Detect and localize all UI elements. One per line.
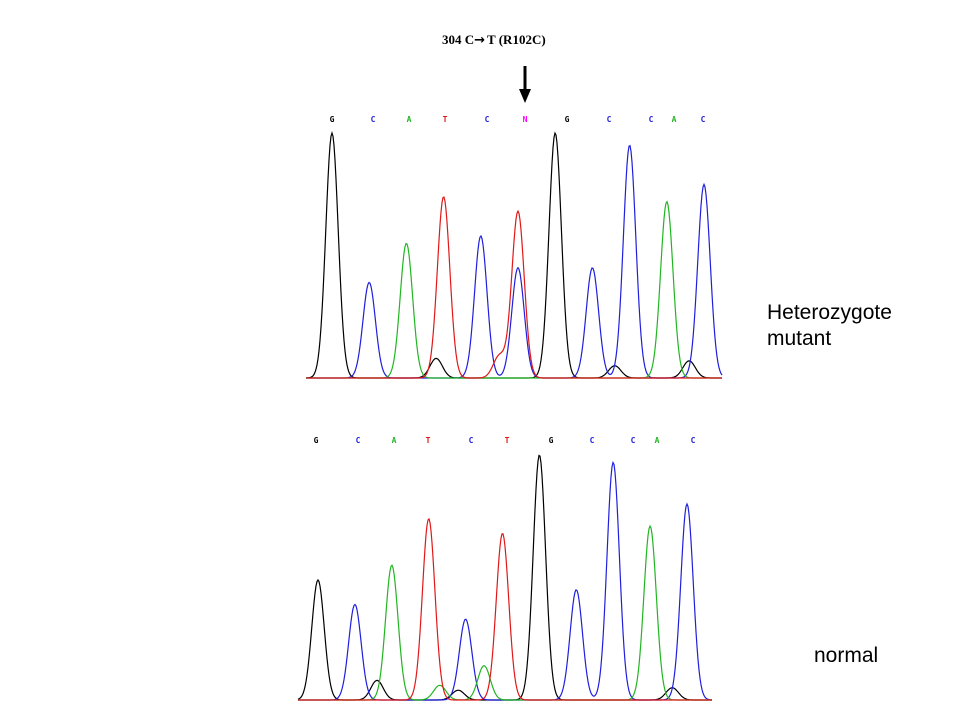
base-call-letter: C bbox=[649, 115, 654, 124]
base-call-letter: C bbox=[607, 115, 612, 124]
base-call-letter: A bbox=[392, 436, 397, 445]
trace-C bbox=[298, 460, 712, 701]
base-call-letter: T bbox=[505, 436, 510, 445]
base-call-letter: A bbox=[655, 436, 660, 445]
trace-G bbox=[297, 454, 712, 701]
base-call-letter: C bbox=[485, 115, 490, 124]
trace-T bbox=[298, 517, 712, 701]
base-call-letter: G bbox=[330, 115, 335, 124]
base-call-letter: C bbox=[691, 436, 696, 445]
base-call-letter: G bbox=[314, 436, 319, 445]
base-call-letter: C bbox=[701, 115, 706, 124]
mutation-arrow-glyph: → bbox=[474, 33, 486, 48]
trace-T bbox=[306, 196, 722, 379]
mutation-annotation: 304 C→ T (R102C) bbox=[442, 32, 546, 48]
heterozygote-label-line2: mutant bbox=[767, 327, 832, 350]
base-call-letter: A bbox=[407, 115, 412, 124]
base-call-letter: C bbox=[469, 436, 474, 445]
base-call-letter: C bbox=[590, 436, 595, 445]
base-call-letter: A bbox=[672, 115, 677, 124]
base-call-letter: C bbox=[371, 115, 376, 124]
base-call-letter: C bbox=[356, 436, 361, 445]
normal-label: normal bbox=[814, 644, 879, 667]
heterozygote-label: Heterozygote mutant bbox=[767, 300, 892, 352]
base-call-letter: T bbox=[443, 115, 448, 124]
base-call-letter: C bbox=[631, 436, 636, 445]
mutation-ref: 304 C bbox=[442, 32, 475, 47]
base-call-letter: T bbox=[426, 436, 431, 445]
mutation-alt: T (R102C) bbox=[487, 32, 546, 47]
base-call-letter: N bbox=[523, 115, 528, 124]
heterozygote-label-line1: Heterozygote bbox=[767, 301, 892, 324]
base-call-letter: G bbox=[565, 115, 570, 124]
base-call-letter: G bbox=[549, 436, 554, 445]
